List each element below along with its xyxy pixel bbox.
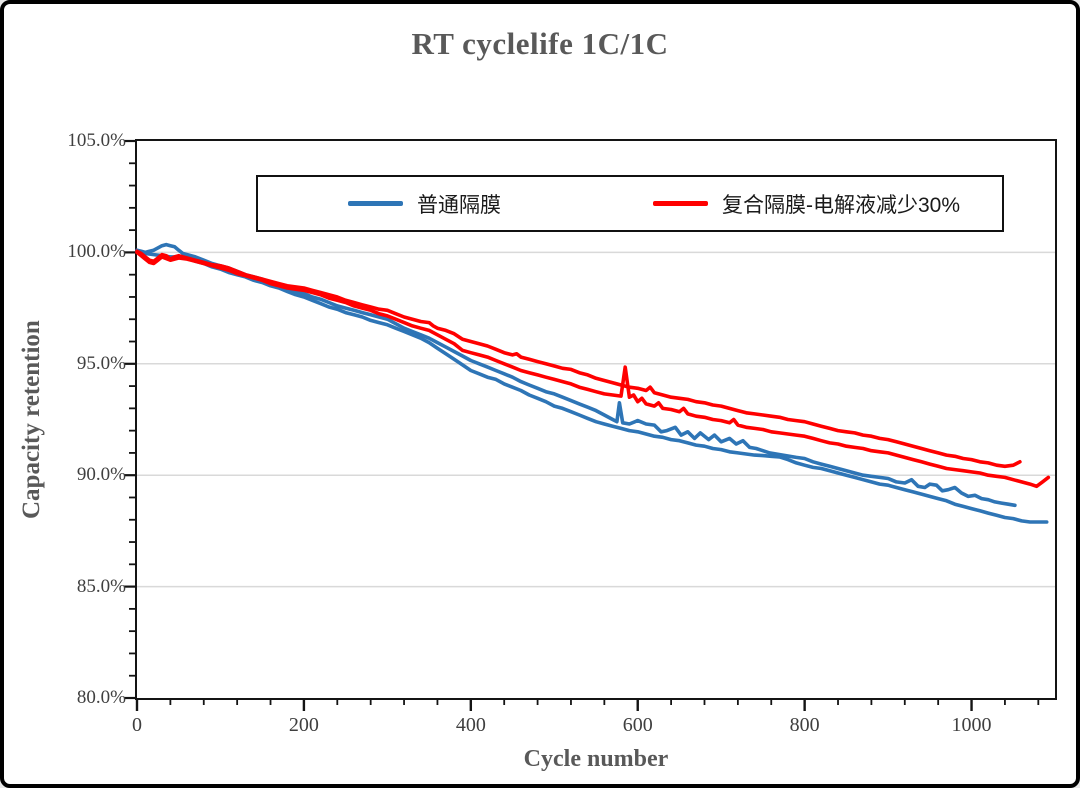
x-tick-label: 1000 [951,714,992,736]
x-axis-title: Cycle number [523,746,669,772]
y-tick-label: 85.0% [76,575,126,597]
plot-area [124,139,1057,711]
legend-entry-composite-separator: 复合隔膜-电解液减少30% [653,189,960,219]
chart-title: RT cyclelife 1C/1C [411,26,669,61]
y-tick-label: 105.0% [67,130,126,151]
x-tick-label: 0 [132,714,142,736]
x-tick-label: 200 [288,714,319,736]
y-tick-label: 80.0% [76,687,126,708]
y-tick-label: 100.0% [67,241,126,263]
x-tick-label: 600 [622,714,653,736]
x-tick-label: 400 [455,714,486,736]
legend-label: 普通隔膜 [417,193,501,217]
legend-label: 复合隔膜-电解液减少30% [722,193,961,217]
y-tick-label: 95.0% [76,352,126,374]
legend: 普通隔膜 复合隔膜-电解液减少30% [256,175,1004,232]
legend-line-swatch-red [653,201,708,206]
y-tick-label: 90.0% [76,464,126,486]
legend-line-swatch-blue [348,201,403,206]
y-axis-title: Capacity retention [18,320,45,519]
x-tick-label: 800 [789,714,820,736]
legend-entry-ordinary-separator: 普通隔膜 [348,189,501,219]
chart-canvas [124,139,1055,711]
